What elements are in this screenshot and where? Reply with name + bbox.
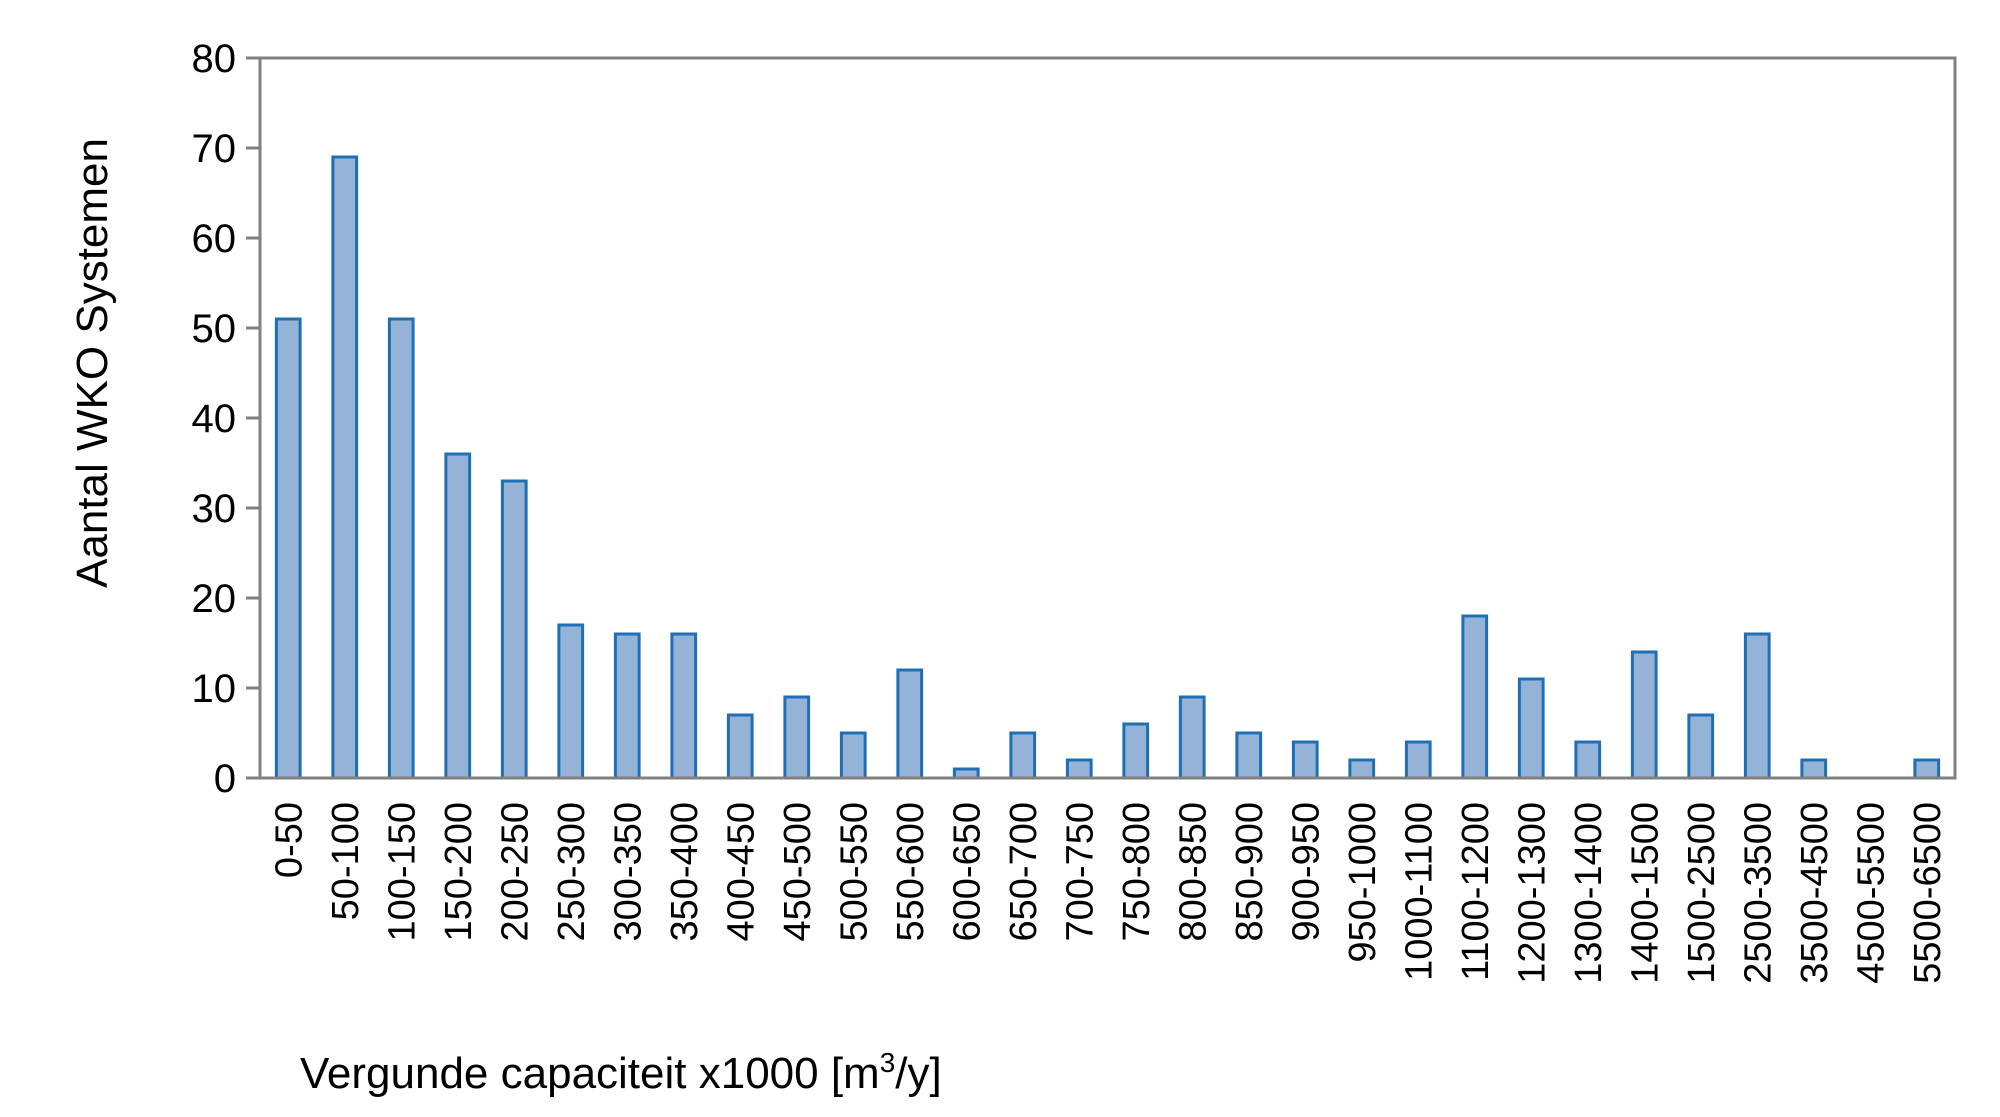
bars: [274, 155, 1941, 780]
bar-150-200: [444, 452, 472, 780]
x-tick-label: 1500-2500: [1681, 802, 1723, 984]
bar-1500-2500: [1687, 713, 1715, 780]
y-tick-label: 20: [192, 577, 237, 621]
plot-area-frame: [258, 56, 1957, 780]
bar-0-50: [274, 317, 302, 780]
x-tick-label: 1200-1300: [1511, 802, 1553, 984]
bar-50-100: [331, 155, 359, 780]
bar-1000-1100: [1404, 740, 1432, 780]
x-tick-label: 800-850: [1172, 802, 1214, 941]
bar-1100-1200: [1461, 614, 1489, 780]
bar-1300-1400: [1574, 740, 1602, 780]
y-tick-label: 30: [192, 487, 237, 531]
bar-550-600: [896, 668, 924, 780]
bar-350-400: [670, 632, 698, 780]
x-tick-label: 450-500: [777, 802, 819, 941]
y-tick-label: 60: [192, 217, 237, 261]
x-tick-label: 200-250: [494, 802, 536, 941]
y-tick-label: 70: [192, 127, 237, 171]
x-axis-label-tail: /y]: [895, 1049, 941, 1098]
x-tick-label: 100-150: [381, 802, 423, 941]
bar-850-900: [1235, 731, 1263, 780]
x-tick-label: 2500-3500: [1737, 802, 1779, 984]
bar-950-1000: [1348, 758, 1376, 780]
x-tick-label: 350-400: [664, 802, 706, 941]
x-axis-label-superscript: 3: [880, 1047, 896, 1078]
bar-1400-1500: [1630, 650, 1658, 780]
x-tick-label: 750-800: [1116, 802, 1158, 941]
x-tick-label: 50-100: [325, 802, 367, 920]
x-tick-label: 0-50: [268, 802, 310, 878]
bar-450-500: [783, 695, 811, 780]
bar-100-150: [387, 317, 415, 780]
bar-5500-6500: [1913, 758, 1941, 780]
x-tick-label: 850-900: [1229, 802, 1271, 941]
x-tick-label: 700-750: [1059, 802, 1101, 941]
x-axis-label-main: Vergunde capaciteit x1000 [m: [300, 1049, 880, 1098]
x-tick-label: 1400-1500: [1624, 802, 1666, 984]
x-tick-label: 400-450: [720, 802, 762, 941]
y-tick-label: 0: [214, 757, 236, 801]
x-axis-ticks: 0-50 50-100 100-150 150-200 200-250 250-300 30…: [268, 802, 1949, 984]
y-tick-label: 80: [192, 37, 237, 81]
bar-1200-1300: [1517, 677, 1545, 780]
x-tick-label: 150-200: [438, 802, 480, 941]
x-tick-label: 650-700: [1003, 802, 1045, 941]
bar-900-950: [1291, 740, 1319, 780]
y-axis-ticks: 0 10 20 30 40 50 60 70 80: [192, 37, 260, 801]
bar-2500-3500: [1743, 632, 1771, 780]
bar-3500-4500: [1800, 758, 1828, 780]
x-tick-label: 900-950: [1285, 802, 1327, 941]
x-tick-label: 1000-1100: [1398, 802, 1440, 981]
x-tick-label: 600-650: [946, 802, 988, 941]
bar-500-550: [839, 731, 867, 780]
x-tick-label: 3500-4500: [1794, 802, 1836, 984]
bar-800-850: [1178, 695, 1206, 780]
x-axis-label: Vergunde capaciteit x1000 [m3/y]: [300, 1047, 942, 1098]
bar-650-700: [1009, 731, 1037, 780]
bar-250-300: [557, 623, 585, 780]
x-tick-label: 300-350: [607, 802, 649, 941]
y-axis-label: Aantal WKO Systemen: [68, 138, 117, 588]
bar-200-250: [500, 479, 528, 780]
bar-300-350: [613, 632, 641, 780]
x-tick-label: 250-300: [551, 802, 593, 941]
y-tick-label: 10: [192, 667, 237, 711]
x-tick-label: 1300-1400: [1568, 802, 1610, 984]
bar-750-800: [1122, 722, 1150, 780]
x-tick-label: 550-600: [890, 802, 932, 941]
x-tick-label: 950-1000: [1342, 802, 1384, 963]
x-tick-label: 4500-5500: [1850, 802, 1892, 984]
bar-700-750: [1065, 758, 1093, 780]
y-tick-label: 50: [192, 307, 237, 351]
x-tick-label: 1100-1200: [1455, 802, 1497, 981]
y-tick-label: 40: [192, 397, 237, 441]
x-tick-label: 5500-6500: [1907, 802, 1949, 984]
bar-400-450: [726, 713, 754, 780]
x-tick-label: 500-550: [833, 802, 875, 941]
